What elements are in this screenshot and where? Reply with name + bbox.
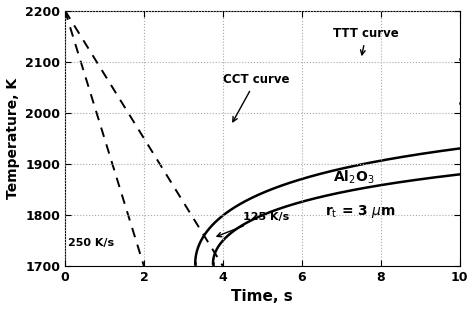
Text: 125 K/s: 125 K/s: [217, 212, 289, 237]
Text: CCT curve: CCT curve: [223, 73, 289, 122]
Text: 250 K/s: 250 K/s: [68, 237, 114, 248]
Text: Al$_2$O$_3$: Al$_2$O$_3$: [333, 169, 375, 186]
Text: TTT curve: TTT curve: [333, 27, 399, 55]
Text: r$_\mathrm{t}$ = 3 $\mu$m: r$_\mathrm{t}$ = 3 $\mu$m: [326, 203, 397, 220]
X-axis label: Time, s: Time, s: [231, 290, 293, 304]
Y-axis label: Temperature, K: Temperature, K: [6, 78, 19, 199]
